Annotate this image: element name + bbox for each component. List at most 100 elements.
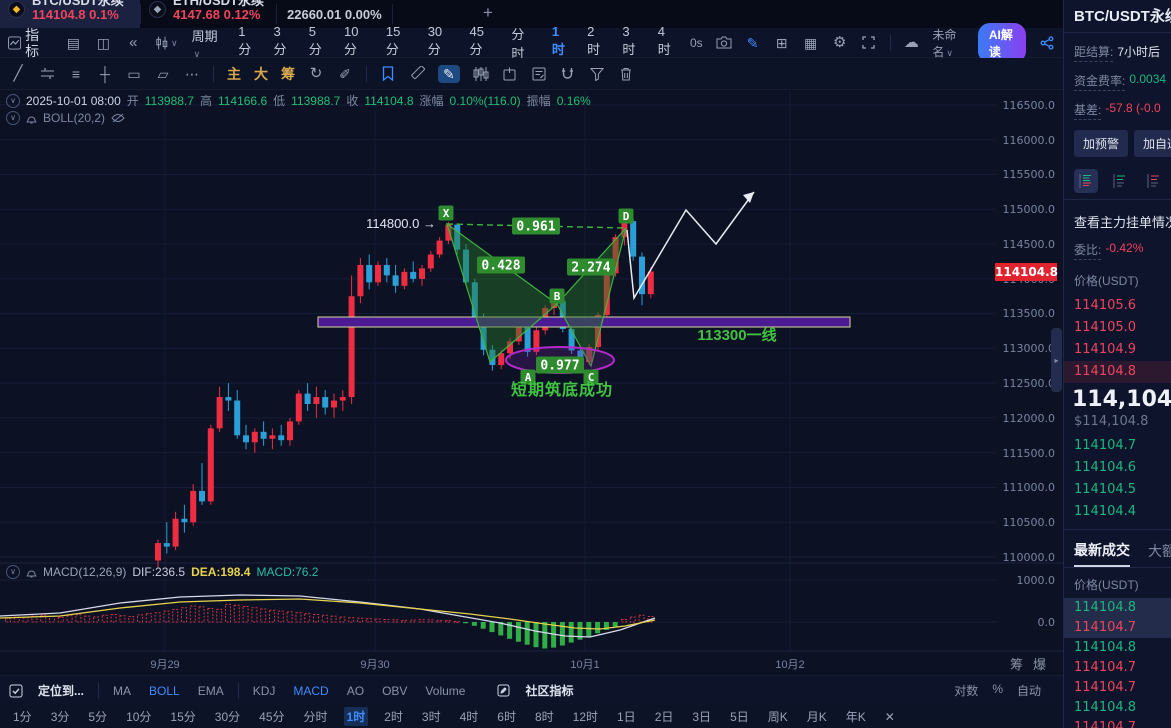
collapse-chevron-icon[interactable]: ∨ [6,111,20,125]
indicator-volume[interactable]: Volume [425,683,466,698]
bookmark-icon[interactable] [380,65,396,83]
add-pane-icon[interactable]: ⊞ [775,34,788,51]
timeframe-12时[interactable]: 12时 [572,710,598,724]
timeframe-45分[interactable]: 45分 [259,710,285,724]
horizontal-lines-tool[interactable]: ≡ [71,65,81,82]
main-chart-button[interactable]: 主 [227,65,241,82]
timeframe-1时[interactable]: 1时 [343,707,369,726]
add-alert-button[interactable]: 加预警 [1074,130,1129,157]
add-watchlist-button[interactable]: 加自选 [1134,130,1171,157]
period-menu[interactable]: 周期∨ [191,28,218,59]
chip-toggle-labels[interactable]: 筹爆 [1010,654,1046,673]
parallel-channel-tool[interactable] [39,65,55,83]
timeframe-月K[interactable]: 月K [806,710,827,724]
chart-area[interactable]: X A B C D 0.961 0.428 2.274 0.977 114800.0 → 11330… [0,90,1063,675]
scale-option[interactable]: 对数 [954,684,979,698]
bid-row[interactable]: 114104.6 [1074,460,1137,475]
timeframe-周K[interactable]: 周K [767,710,788,724]
share-icon[interactable] [1039,34,1055,52]
indicator-ao[interactable]: AO [346,683,365,698]
poster-icon[interactable]: ▦ [804,34,818,51]
scale-option[interactable]: % [992,682,1003,696]
timeframe-1时[interactable]: 1时 [551,23,565,57]
annotate-pencil-tool-selected[interactable]: ✎ [438,64,460,83]
collapse-chevron-icon[interactable]: ∨ [6,93,20,108]
timeframe-5分[interactable]: 5分 [308,23,322,57]
orderbook-bids-view-icon[interactable] [1108,169,1132,193]
measure-ruler-icon[interactable] [409,65,425,83]
fullscreen-icon[interactable] [861,34,877,52]
filter-funnel-icon[interactable] [589,65,605,83]
rewind-icon[interactable]: « [129,33,138,51]
indicator-button[interactable]: 指标 [8,27,51,59]
timeframe-1分[interactable]: 1分 [13,710,32,724]
more-tools-icon[interactable]: ⋯ [185,65,199,82]
ask-row[interactable]: 114105.0 [1074,320,1137,335]
bid-row[interactable]: 114104.7 [1074,438,1137,453]
timeframe-3时[interactable]: 3时 [421,710,441,724]
indicator-kdj[interactable]: KDJ [252,683,276,698]
polygon-tool[interactable]: ▱ [157,65,169,82]
big-data-button[interactable]: 大 [254,65,268,82]
timeframe-分时[interactable]: 分时 [303,710,328,724]
timeframe-30分[interactable]: 30分 [427,23,443,57]
pattern-compare-icon[interactable] [473,65,489,83]
panel-collapse-handle[interactable]: ▸ [1051,328,1062,392]
timeframe-6时[interactable]: 6时 [497,710,516,724]
timeframe-8时[interactable]: 8时 [534,710,554,724]
draw-pencil-icon[interactable]: ✎ [746,34,759,51]
bid-row[interactable]: 114104.4 [1074,504,1137,519]
price-axis[interactable]: 116500.0 116000.0 115500.0 115000.0 114500.0… [995,90,1056,675]
timeframe-1分[interactable]: 1分 [238,23,252,57]
symbol-tab[interactable]: ◆ BTC/USDT永续 114104.8 0.1% [0,0,140,28]
scale-option[interactable]: 自动 [1016,684,1041,698]
ask-row[interactable]: 114105.6 [1074,298,1137,313]
settings-gear-icon[interactable]: ⚙ [832,33,847,51]
indicator-macd[interactable]: MACD [293,683,329,698]
timeframe-5日[interactable]: 5日 [730,710,749,724]
symbol-tab[interactable]: ◆ ETH/USDT永续 4147.68 0.12% [141,0,276,28]
timeframe-年K[interactable]: 年K [845,710,866,724]
timeframe-15分[interactable]: 15分 [170,710,196,724]
position-box-icon[interactable] [502,65,518,83]
candle-type-button[interactable]: ∨ [155,34,178,52]
ai-analysis-button[interactable]: AI解读 [977,22,1026,63]
timeframe-3日[interactable]: 3日 [692,710,712,724]
timeframe-4时[interactable]: 4时 [657,23,671,57]
timeframe-5分[interactable]: 5分 [88,710,108,724]
indicator-ema[interactable]: EMA [197,683,224,698]
indicator-boll[interactable]: BOLL [149,683,180,698]
indicator-obv[interactable]: OBV [382,683,408,698]
candlestick-chart-canvas[interactable]: X A B C D 0.961 0.428 2.274 0.977 114800.0 → 11330… [0,90,1063,675]
orderbook-asks-view-icon[interactable] [1142,169,1166,193]
locate-button[interactable]: 定位到... [38,684,85,698]
timeframe-2日[interactable]: 2日 [654,710,674,724]
replay-icon[interactable]: ↻ [309,64,323,82]
chip-label[interactable]: 爆 [1033,657,1047,672]
timeframe-3分[interactable]: 3分 [50,710,70,724]
tab-large-trades[interactable]: 大额 [1148,543,1171,559]
indicator-ma[interactable]: MA [113,683,132,698]
chart-style-icon[interactable]: ▤ [66,34,80,51]
tab-latest-trades[interactable]: 最新成交 [1074,540,1130,567]
chip-label[interactable]: 筹 [1010,657,1024,672]
bid-row[interactable]: 114104.5 [1074,482,1137,497]
chips-button[interactable]: 筹 [281,65,295,82]
timeframe-2时[interactable]: 2时 [384,710,403,724]
ask-row[interactable]: 114104.9 [1074,342,1137,357]
camera-icon[interactable] [716,34,732,52]
cross-line-tool[interactable]: ┼ [100,65,110,82]
timeframe-分时[interactable]: 分时 [511,26,525,61]
locate-checkbox-icon[interactable] [8,682,24,700]
timeframe-15分[interactable]: 15分 [385,23,401,57]
order-note-icon[interactable] [531,65,547,83]
magnet-icon[interactable] [560,65,576,83]
timeframe-3时[interactable]: 3时 [622,23,636,57]
orderbook-split-view-icon[interactable] [1074,169,1098,193]
view-whale-orders-link[interactable]: 查看主力挂单情况 [1074,215,1171,230]
timeframe-4时[interactable]: 4时 [459,710,479,724]
community-edit-icon[interactable] [495,682,511,700]
add-tab-button[interactable]: + [483,3,493,22]
community-indicator-button[interactable]: 社区指标 [525,684,574,698]
timeframe-30分[interactable]: 30分 [214,710,241,724]
